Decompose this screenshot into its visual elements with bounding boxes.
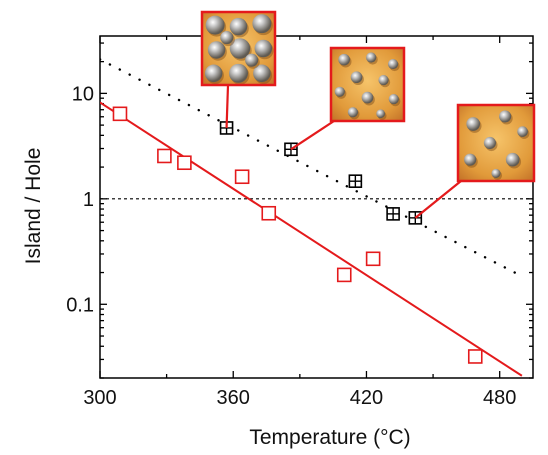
- inset-particle: [220, 30, 234, 45]
- inset-particle: [499, 110, 512, 123]
- inset-particle: [505, 152, 520, 167]
- inset-particle: [207, 41, 226, 59]
- inset-high-temperature: [414, 103, 536, 219]
- x-axis-title: Temperature (°C): [249, 426, 410, 449]
- inset-particle: [252, 14, 272, 34]
- data-point-black: [348, 174, 363, 188]
- data-point-red: [157, 148, 172, 164]
- y-tick-labels: 0.1 1 10: [66, 83, 94, 316]
- inset-particle: [229, 38, 251, 59]
- x-tick-label: 360: [217, 387, 250, 409]
- inset-particle: [204, 64, 223, 83]
- y-axis-title: Island / Hole: [22, 148, 45, 265]
- inset-particle: [253, 64, 271, 83]
- data-point-red: [467, 349, 483, 364]
- y-tick-label: 0.1: [66, 294, 94, 316]
- x-tick-label: 300: [83, 387, 116, 409]
- inset-connector: [290, 120, 335, 151]
- data-point-black: [386, 207, 400, 221]
- inset-particle: [466, 117, 481, 131]
- inset-particle: [229, 17, 248, 36]
- inset-particle: [376, 109, 386, 119]
- data-point-red: [112, 106, 128, 122]
- data-point-red: [177, 155, 192, 171]
- inset-border: [329, 46, 406, 123]
- inset-particle: [388, 93, 399, 105]
- inset-particle: [350, 71, 363, 84]
- plot-frame: [99, 35, 534, 379]
- inset-particle: [483, 136, 497, 150]
- inset-particle: [378, 75, 389, 86]
- inset-mid-temperature: [290, 46, 406, 151]
- axis-ticks: [99, 36, 533, 379]
- fit-line-0: [100, 101, 523, 377]
- inset-border: [456, 103, 536, 183]
- inset-particle: [361, 91, 374, 104]
- inset-particle: [517, 126, 528, 137]
- data-point-red: [336, 267, 352, 283]
- inset-particle: [254, 39, 273, 58]
- inset-connector: [414, 180, 462, 219]
- data-point-red: [234, 169, 250, 185]
- inset-particle: [205, 15, 225, 35]
- inset-particle: [366, 52, 377, 63]
- data-point-red: [261, 205, 277, 221]
- inset-particle: [334, 86, 345, 97]
- x-tick-label: 480: [483, 387, 516, 409]
- insets: [200, 10, 536, 219]
- x-tick-label: 420: [350, 387, 383, 409]
- inset-low-temperature: [200, 10, 277, 128]
- x-tick-labels: 300 360 420 480: [83, 387, 516, 409]
- y-tick-label: 1: [83, 189, 94, 211]
- inset-particle: [338, 53, 350, 66]
- inset-particle: [491, 168, 501, 178]
- inset-border: [200, 10, 277, 87]
- inset-particle: [229, 63, 248, 83]
- y-tick-label: 10: [72, 83, 94, 105]
- inset-particle: [347, 107, 359, 118]
- data-point-red: [365, 251, 381, 267]
- fit-lines: [100, 58, 533, 377]
- inset-particle: [387, 58, 399, 70]
- inset-particle: [245, 53, 259, 67]
- inset-particle: [464, 153, 477, 166]
- inset-connector: [225, 84, 230, 128]
